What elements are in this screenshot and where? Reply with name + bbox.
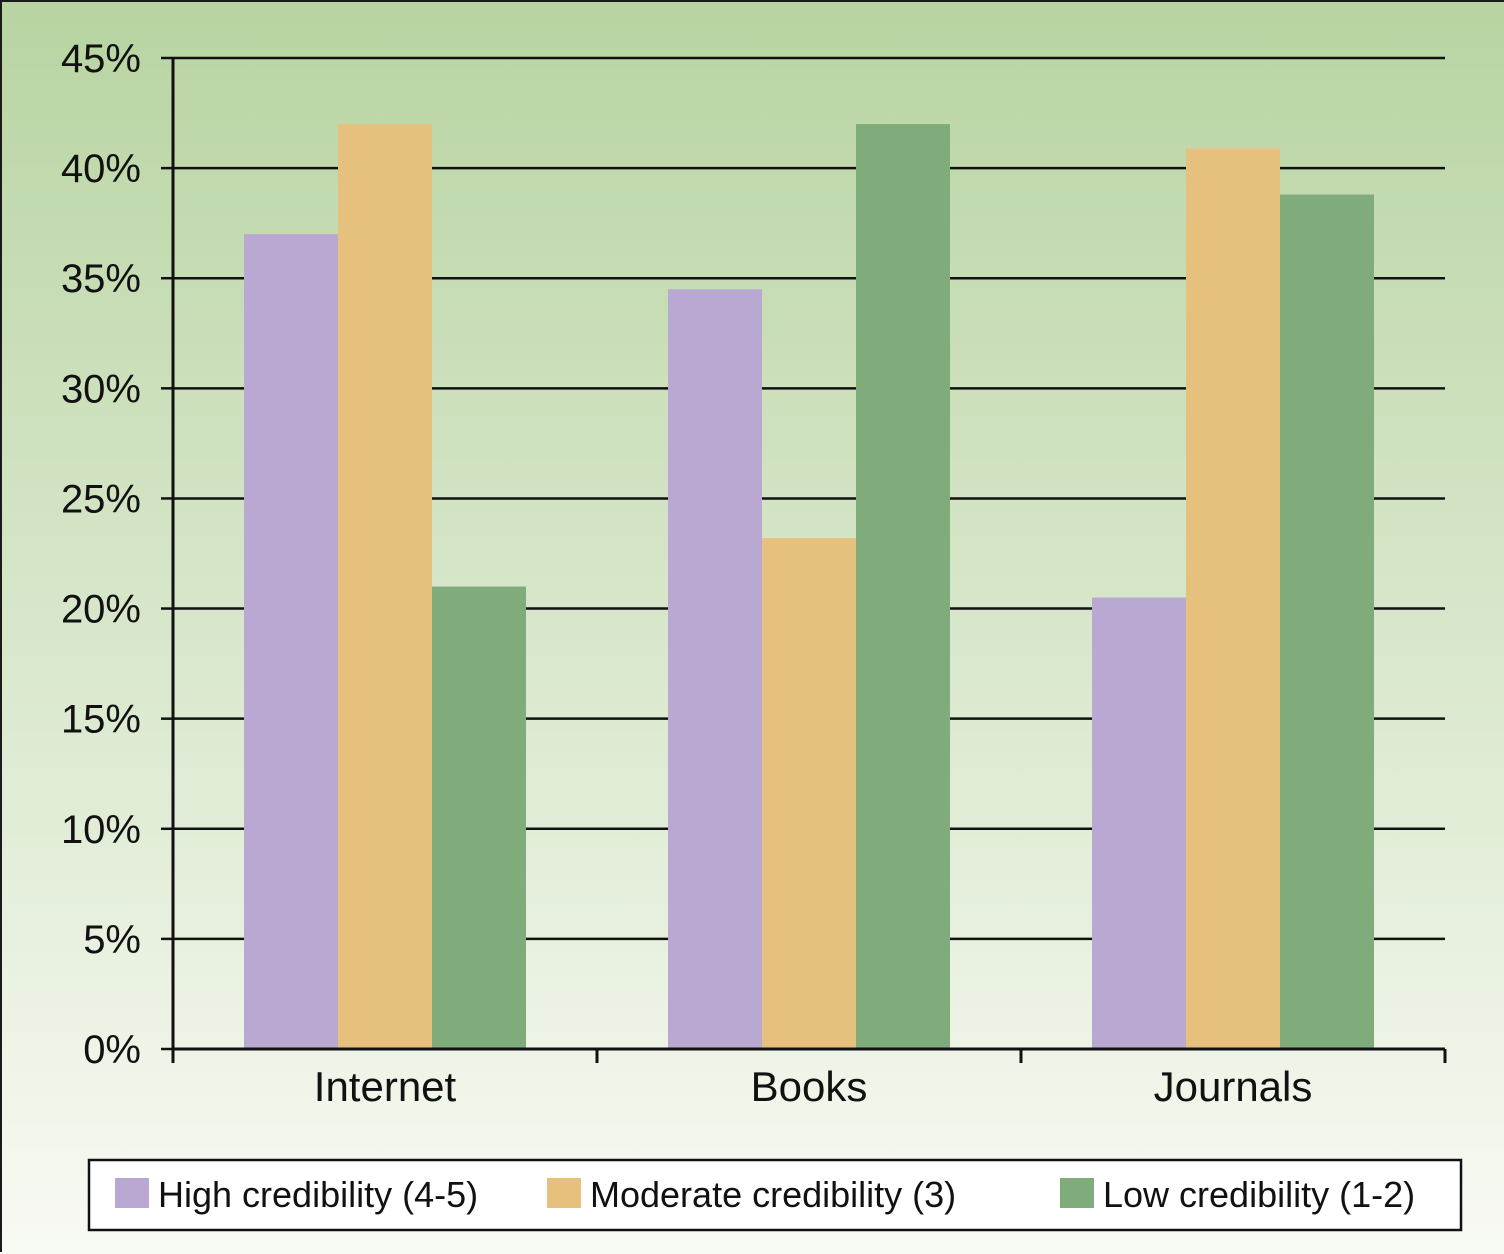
legend-item-moderate-credibility-3: Moderate credibility (3) xyxy=(547,1174,956,1215)
bar-journals-high-credibility-4-5 xyxy=(1092,597,1186,1049)
y-tick-label: 45% xyxy=(61,37,141,81)
y-tick-label: 10% xyxy=(61,808,141,852)
legend: High credibility (4-5) Moderate credibili… xyxy=(87,1158,1463,1232)
legend-box xyxy=(87,1158,1463,1232)
y-tick-label: 5% xyxy=(83,918,141,962)
category-labels: Internet Books Journals xyxy=(314,1063,1313,1110)
y-tick-label: 20% xyxy=(61,588,141,632)
category-label-books: Books xyxy=(751,1063,868,1110)
category-label-journals: Journals xyxy=(1154,1063,1313,1110)
bar-books-moderate-credibility-3 xyxy=(762,538,856,1049)
y-tick-label: 40% xyxy=(61,147,141,191)
legend-swatch xyxy=(115,1178,149,1208)
y-tick-label: 0% xyxy=(83,1028,141,1072)
category-label-internet: Internet xyxy=(314,1063,457,1110)
bar-books-low-credibility-1-2 xyxy=(856,124,950,1050)
legend-swatch xyxy=(1060,1178,1094,1208)
legend-label: Moderate credibility (3) xyxy=(590,1174,956,1215)
legend-item-high-credibility-4-5: High credibility (4-5) xyxy=(115,1174,478,1215)
legend-label: High credibility (4-5) xyxy=(158,1174,478,1215)
legend-label: Low credibility (1-2) xyxy=(1103,1174,1415,1215)
bar-internet-low-credibility-1-2 xyxy=(432,586,526,1049)
bar-journals-low-credibility-1-2 xyxy=(1280,194,1374,1049)
bars xyxy=(244,124,1374,1050)
bar-books-high-credibility-4-5 xyxy=(668,289,762,1049)
y-tick-label: 30% xyxy=(61,367,141,411)
legend-swatch xyxy=(547,1178,581,1208)
y-tick-label: 25% xyxy=(61,477,141,521)
axes xyxy=(171,58,1447,1063)
y-tick-label: 15% xyxy=(61,698,141,742)
bar-internet-moderate-credibility-3 xyxy=(338,124,432,1050)
y-tick-labels: 0% 5% 10% 15% 20% 25% 30% 35% 40% 45% xyxy=(61,37,141,1072)
bar-internet-high-credibility-4-5 xyxy=(244,234,338,1049)
bar-journals-moderate-credibility-3 xyxy=(1186,148,1280,1049)
legend-item-low-credibility-1-2: Low credibility (1-2) xyxy=(1060,1174,1415,1215)
y-tick-label: 35% xyxy=(61,257,141,301)
